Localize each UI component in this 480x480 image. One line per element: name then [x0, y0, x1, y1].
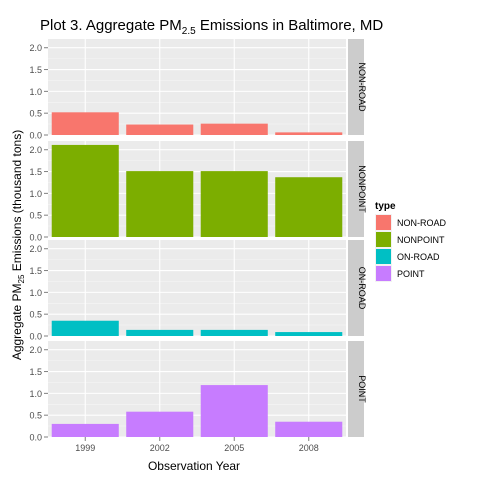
- bar-on-road-2008: [275, 332, 343, 336]
- y-axis-label-main: Aggregate PM: [10, 283, 24, 360]
- legend-label: NONPOINT: [397, 235, 445, 245]
- legend-item-point: POINT: [375, 265, 425, 282]
- bar-non-road-2005: [200, 123, 268, 135]
- x-axis: 1999 2002 2005 2008: [75, 437, 319, 453]
- facet-strip-label: POINT: [357, 375, 367, 403]
- x-tick-label: 2008: [299, 443, 319, 453]
- y-tick-label: 0.0: [29, 131, 42, 141]
- chart-title: Plot 3. Aggregate PM2.5 Emissions in Bal…: [40, 17, 383, 37]
- x-axis-label: Observation Year: [148, 459, 240, 473]
- chart-title-rest: Emissions in Baltimore, MD: [196, 17, 384, 34]
- legend-item-non-road: NON-ROAD: [375, 214, 446, 231]
- legend-key: [376, 266, 391, 281]
- x-tick-label: 2005: [224, 443, 244, 453]
- y-tick-label: 1.5: [29, 266, 42, 276]
- facet-strip: [348, 240, 364, 336]
- legend-key: [376, 249, 391, 264]
- legend-label: NON-ROAD: [397, 218, 446, 228]
- facet-strip-label: ON-ROAD: [357, 267, 367, 310]
- facet-panels: 0.0 0.5 1.0 1.5 2.0 NON-ROAD 0.0 0.5 1.0 1.5 2.0 NO…: [29, 39, 367, 443]
- facet-strip-label: NON-ROAD: [357, 63, 367, 112]
- y-tick-label: 2.0: [29, 43, 42, 53]
- bar-nonpoint-1999: [51, 144, 119, 237]
- panel-nonpoint: 0.0 0.5 1.0 1.5 2.0 NONPOINT: [29, 141, 367, 243]
- x-tick-label: 2002: [150, 443, 170, 453]
- facet-strip: [348, 341, 364, 437]
- y-tick-label: 1.5: [29, 167, 42, 177]
- bar-on-road-2005: [200, 329, 268, 336]
- legend-item-nonpoint: NONPOINT: [375, 231, 445, 248]
- legend-label: POINT: [397, 269, 425, 279]
- y-tick-label: 1.0: [29, 288, 42, 298]
- y-axis-label: Aggregate PM25 Emissions (thousand tons): [10, 130, 26, 360]
- y-axis-label-rest: Emissions (thousand tons): [10, 130, 24, 275]
- chart-title-main: Plot 3. Aggregate PM: [40, 17, 182, 34]
- panel-non-road: 0.0 0.5 1.0 1.5 2.0 NON-ROAD: [29, 39, 367, 141]
- bar-non-road-2008: [275, 132, 343, 135]
- legend-key: [376, 215, 391, 230]
- panel-background: [48, 240, 346, 336]
- y-tick-label: 2.0: [29, 244, 42, 254]
- bar-point-2005: [200, 385, 268, 437]
- facet-strip: [348, 141, 364, 237]
- y-tick-label: 2.0: [29, 345, 42, 355]
- y-tick-label: 1.0: [29, 87, 42, 97]
- bar-point-1999: [51, 423, 119, 437]
- facet-strip-label: NONPOINT: [357, 165, 367, 213]
- bar-nonpoint-2005: [200, 171, 268, 237]
- panel-point: 0.0 0.5 1.0 1.5 2.0 POINT: [29, 341, 367, 443]
- bar-point-2002: [126, 411, 194, 437]
- y-tick-label: 0.0: [29, 332, 42, 342]
- legend: type NON-ROAD NONPOINT ON-ROAD POINT: [375, 201, 446, 282]
- y-tick-label: 0.0: [29, 433, 42, 443]
- bar-non-road-1999: [51, 112, 119, 135]
- bar-non-road-2002: [126, 124, 194, 135]
- y-tick-label: 1.0: [29, 189, 42, 199]
- y-tick-label: 0.5: [29, 310, 42, 320]
- bar-nonpoint-2008: [275, 177, 343, 237]
- facet-strip: [348, 39, 364, 135]
- legend-key: [376, 232, 391, 247]
- legend-title: type: [375, 201, 396, 212]
- y-axis-label-sub: 25: [17, 274, 26, 283]
- y-tick-label: 0.0: [29, 233, 42, 243]
- y-tick-label: 0.5: [29, 211, 42, 221]
- y-tick-label: 0.5: [29, 411, 42, 421]
- y-tick-label: 2.0: [29, 145, 42, 155]
- x-tick-label: 1999: [75, 443, 95, 453]
- bar-on-road-1999: [51, 320, 119, 336]
- legend-label: ON-ROAD: [397, 252, 440, 262]
- y-tick-label: 1.5: [29, 367, 42, 377]
- bar-nonpoint-2002: [126, 171, 194, 237]
- panel-background: [48, 341, 346, 437]
- y-tick-label: 0.5: [29, 109, 42, 119]
- y-tick-label: 1.0: [29, 389, 42, 399]
- y-tick-label: 1.5: [29, 65, 42, 75]
- panel-on-road: 0.0 0.5 1.0 1.5 2.0 ON-ROAD: [29, 240, 367, 342]
- bar-on-road-2002: [126, 329, 194, 336]
- chart-title-sub: 2.5: [182, 26, 196, 37]
- legend-item-on-road: ON-ROAD: [375, 248, 440, 265]
- bar-point-2008: [275, 421, 343, 437]
